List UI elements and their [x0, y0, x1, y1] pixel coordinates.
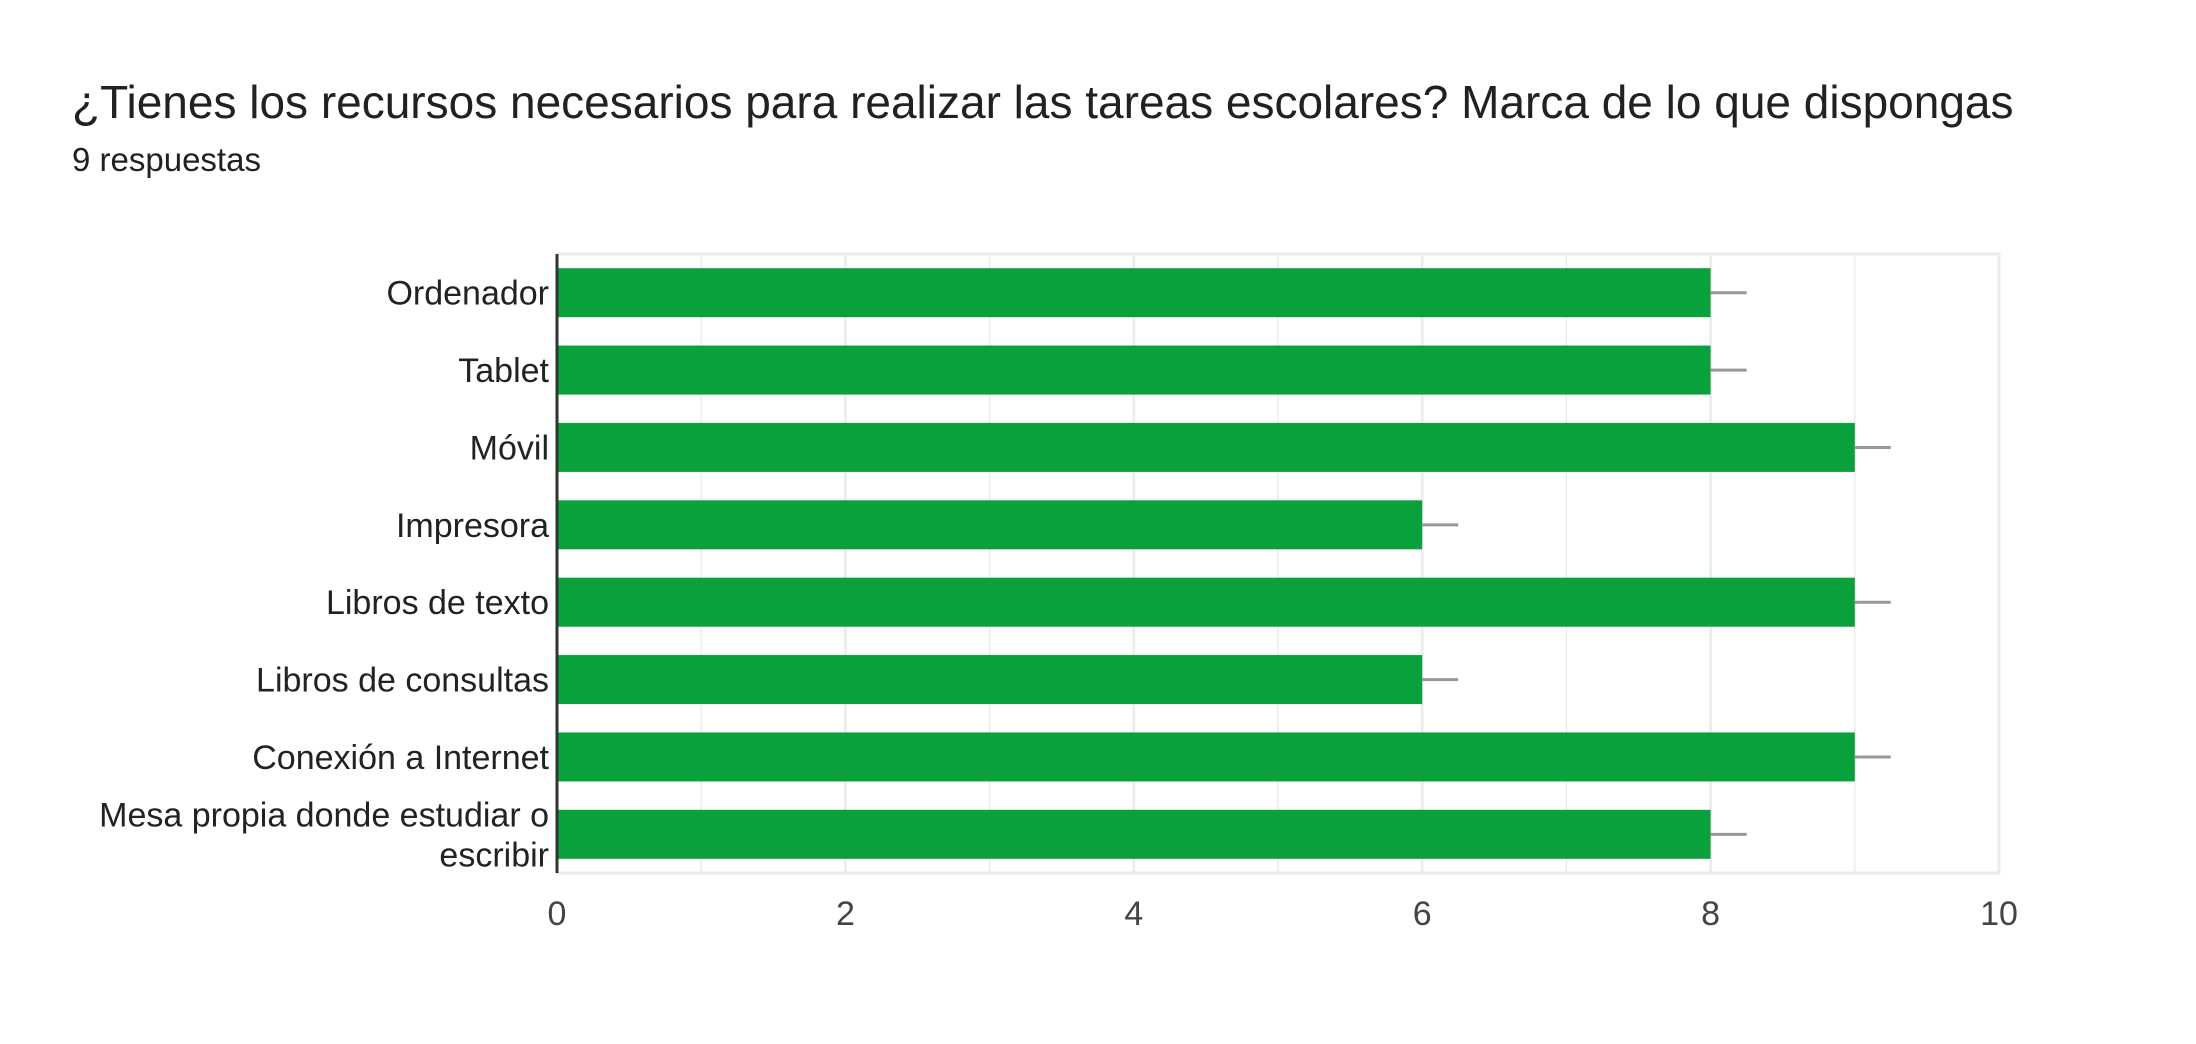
category-label: Libros de texto [326, 584, 549, 622]
bar [557, 345, 1711, 395]
category-label: escribir [439, 836, 549, 874]
x-tick-label: 6 [1413, 895, 1432, 933]
category-label: Ordenador [386, 275, 549, 313]
bar [557, 500, 1423, 550]
x-tick-label: 10 [1980, 895, 2018, 933]
category-label: Móvil [470, 429, 549, 467]
question-title: ¿Tienes los recursos necesarios para rea… [72, 76, 2014, 128]
x-tick-label: 2 [836, 895, 855, 933]
response-count: 9 respuestas [72, 141, 261, 178]
bar [557, 809, 1711, 859]
chart-header: ¿Tienes los recursos necesarios para rea… [72, 72, 2013, 182]
category-label: Impresora [396, 507, 549, 545]
category-label: Mesa propia donde estudiar o [99, 796, 549, 834]
category-label: Conexión a Internet [252, 739, 549, 777]
x-tick-label: 4 [1124, 895, 1143, 933]
bar [557, 732, 1855, 782]
bar [557, 422, 1855, 472]
x-tick-label: 0 [548, 895, 567, 933]
category-label: Libros de consultas [256, 662, 549, 700]
bar [557, 655, 1423, 705]
bar [557, 268, 1711, 318]
x-tick-label: 8 [1701, 895, 1720, 933]
bar [557, 577, 1855, 627]
category-label: Tablet [458, 352, 549, 390]
